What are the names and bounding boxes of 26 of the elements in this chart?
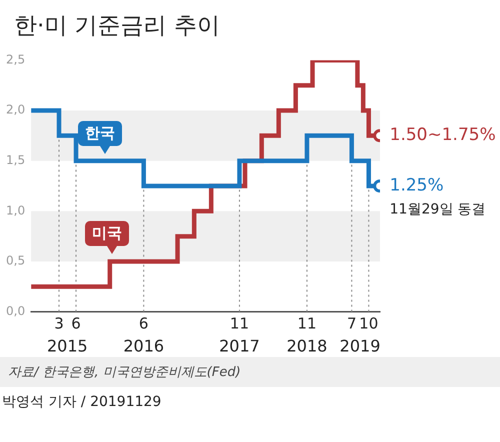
annotation: 1.50~1.75% xyxy=(390,125,496,146)
series-label: 한국 xyxy=(78,120,122,146)
y-tick-label: 1,5 xyxy=(6,152,26,167)
series-label: 미국 xyxy=(84,221,129,246)
x-tick-label: 3 xyxy=(54,314,64,333)
chart-title: 한·미 기준금리 추이 xyxy=(13,12,221,41)
annotation: 11월29일 동결 xyxy=(390,202,486,218)
x2-tick-label: 2017 xyxy=(219,336,260,356)
y-tick-label: 2,0 xyxy=(6,102,26,117)
y-tick-label: 1,0 xyxy=(6,203,26,218)
y-tick-label: 0,0 xyxy=(6,304,26,318)
y-tick-label: 0,5 xyxy=(6,254,26,268)
x2-tick-label: 2015 xyxy=(46,336,88,356)
x2-tick-label: 2016 xyxy=(123,336,164,356)
annotation: 1.25% xyxy=(390,175,444,196)
x-tick-label: 7 xyxy=(346,314,356,333)
y-tick-label: 2,5 xyxy=(6,52,26,66)
text: 박영석 기자 / 20191129 xyxy=(1,393,162,411)
text: 자료/ 한국은행, 미국연방준비제도(Fed) xyxy=(0,357,500,387)
x2-tick-label: 2019 xyxy=(340,336,380,356)
x-tick-label: 6 xyxy=(71,314,81,333)
x2-tick-label: 2018 xyxy=(286,336,328,356)
x-tick-label: 11 xyxy=(230,314,250,333)
x-tick-label: 11 xyxy=(297,314,317,333)
x-tick-label: 10 xyxy=(359,314,378,333)
x-tick-label: 6 xyxy=(138,314,148,333)
